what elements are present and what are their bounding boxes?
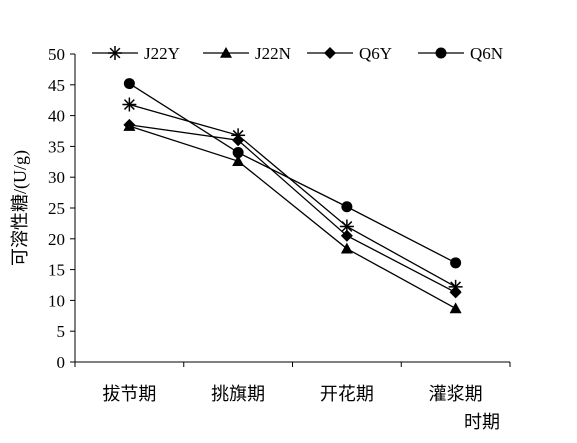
data-point (123, 78, 135, 90)
data-point (122, 97, 137, 112)
data-point (232, 155, 245, 166)
data-point (232, 147, 244, 159)
y-tick-label: 5 (57, 322, 66, 341)
legend-label: J22Y (144, 44, 180, 63)
data-point (340, 242, 353, 254)
series-q6n (123, 78, 462, 269)
y-tick-label: 35 (48, 137, 65, 156)
y-axis-title: 可溶性糖/(U/g) (10, 150, 31, 266)
data-point (123, 118, 136, 131)
series-layer (122, 78, 463, 314)
legend-marker (324, 47, 336, 59)
y-tick-label: 40 (48, 107, 65, 126)
data-point (450, 257, 462, 269)
y-tick-label: 0 (57, 353, 66, 372)
data-point (339, 219, 354, 234)
legend: J22Y J22N Q6Y Q6N (92, 44, 503, 63)
y-tick-label: 30 (48, 168, 65, 187)
legend-marker (220, 47, 232, 58)
y-tick-label: 15 (48, 261, 65, 280)
y-tick-label: 50 (48, 45, 65, 64)
data-point (232, 134, 245, 147)
data-point (341, 201, 353, 213)
legend-marker (108, 46, 122, 60)
axes: 0 5 10 15 20 25 30 35 40 45 50 拔节期 挑旗期 开花期 灌浆期 (48, 45, 511, 404)
data-point (340, 229, 353, 242)
y-tick-label: 10 (48, 291, 65, 310)
x-tick-label: 灌浆期 (429, 384, 483, 404)
series-j22y (122, 97, 463, 294)
legend-label: Q6N (470, 44, 503, 63)
legend-item-j22n: J22N (203, 44, 291, 63)
series-q6y (123, 118, 462, 299)
data-point (449, 302, 462, 314)
legend-item-j22y: J22Y (92, 44, 180, 63)
series-line (129, 124, 456, 293)
legend-marker (435, 47, 447, 59)
series-line (129, 125, 456, 309)
y-tick-label: 20 (48, 230, 65, 249)
series-line (129, 83, 456, 264)
legend-label: Q6Y (359, 44, 392, 63)
y-tick-label: 25 (48, 199, 65, 218)
legend-item-q6y: Q6Y (307, 44, 392, 63)
y-tick-label: 45 (48, 76, 65, 95)
legend-label: J22N (255, 44, 291, 63)
x-axis-title: 时期 (464, 412, 500, 432)
x-tick-label: 挑旗期 (211, 384, 265, 404)
series-j22n (123, 120, 462, 314)
legend-item-q6n: Q6N (418, 44, 503, 63)
x-tick-label: 开花期 (320, 384, 374, 404)
data-point (449, 286, 462, 299)
series-line (129, 103, 456, 288)
x-tick-label: 拔节期 (102, 384, 156, 404)
